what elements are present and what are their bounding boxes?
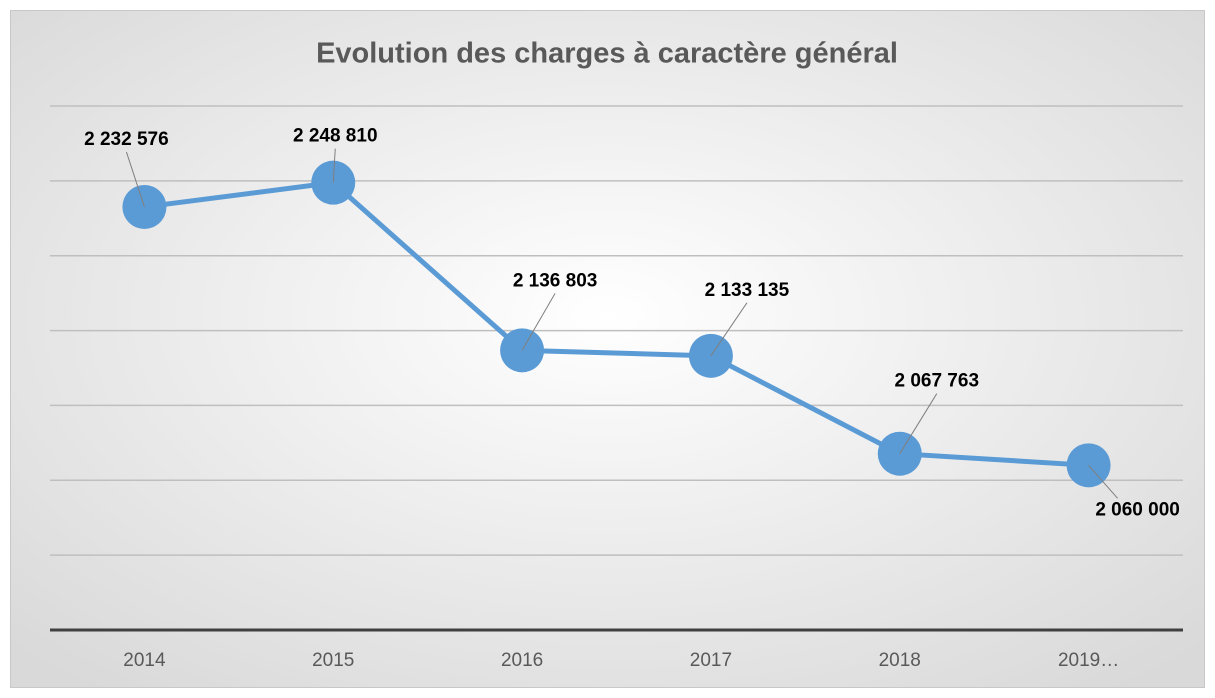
leader-line (332, 148, 336, 183)
x-tick-label: 2018 (879, 650, 921, 671)
line (144, 180, 1089, 468)
data-label: 2 060 000 (1095, 499, 1180, 520)
x-tick-label: 2019… (1058, 650, 1119, 671)
leader-line (899, 393, 938, 454)
x-tick-label: 2015 (312, 650, 354, 671)
x-tick-label: 2014 (123, 650, 166, 671)
leader-line (710, 302, 748, 357)
data-label: 2 248 810 (293, 126, 378, 147)
x-tick-label: 2017 (690, 650, 732, 671)
data-label: 2 067 763 (894, 371, 979, 392)
data-label: 2 232 576 (84, 129, 169, 150)
leader-line (521, 293, 556, 351)
data-label: 2 133 135 (705, 280, 790, 301)
data-label: 2 136 803 (513, 270, 598, 291)
leader-line (1088, 464, 1118, 499)
leader-line (125, 151, 145, 208)
chart-background (10, 10, 1205, 688)
chart-title: Evolution des charges à caractère généra… (316, 38, 898, 70)
x-tick-label: 2016 (501, 650, 543, 671)
